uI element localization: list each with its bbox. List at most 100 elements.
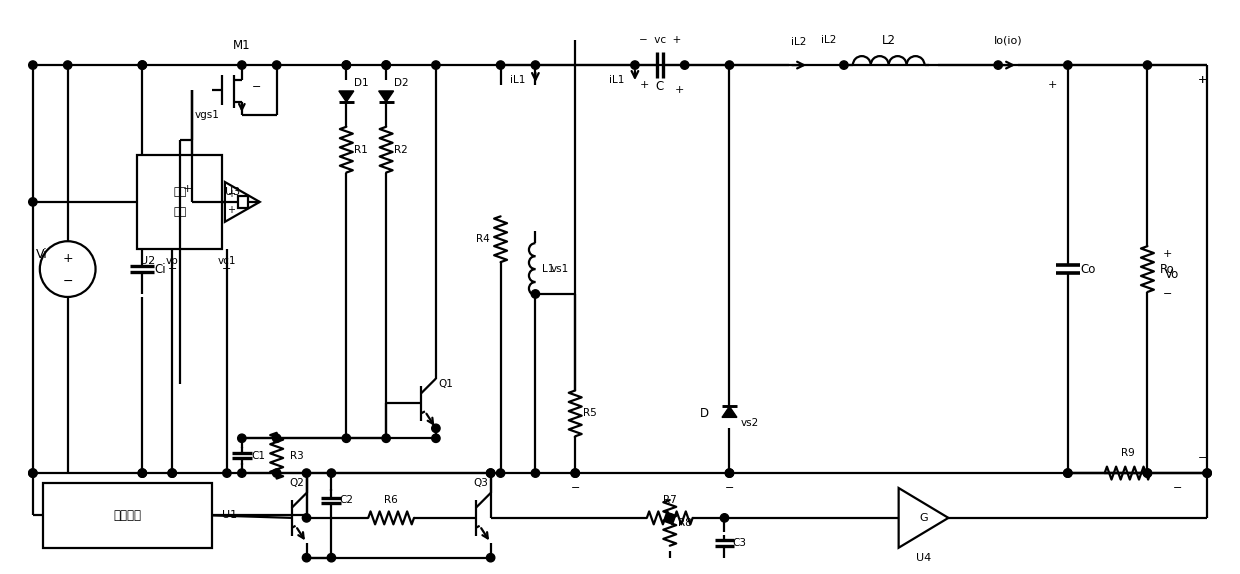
Text: R6: R6: [384, 495, 398, 505]
Circle shape: [839, 61, 848, 69]
Text: R2: R2: [394, 145, 408, 154]
Circle shape: [486, 553, 495, 562]
Circle shape: [327, 553, 336, 562]
Text: −: −: [252, 82, 262, 92]
Text: vs2: vs2: [740, 418, 759, 428]
Text: vgs1: vgs1: [195, 110, 219, 120]
Circle shape: [725, 469, 734, 477]
Circle shape: [631, 61, 639, 69]
Circle shape: [531, 61, 539, 69]
Text: vs1: vs1: [551, 264, 569, 274]
Circle shape: [725, 469, 734, 477]
Text: U4: U4: [916, 553, 931, 563]
Text: R9: R9: [1121, 448, 1135, 458]
Circle shape: [223, 469, 231, 477]
Text: −: −: [222, 264, 232, 274]
Circle shape: [432, 424, 440, 432]
Text: Co: Co: [1080, 262, 1095, 276]
Circle shape: [681, 61, 689, 69]
Circle shape: [1203, 469, 1211, 477]
Text: M1: M1: [233, 38, 250, 52]
Circle shape: [1203, 469, 1211, 477]
Circle shape: [327, 469, 336, 477]
Circle shape: [1064, 61, 1073, 69]
Text: +: +: [1163, 249, 1172, 259]
Text: −: −: [570, 483, 580, 493]
Text: 电路: 电路: [174, 207, 186, 217]
Circle shape: [572, 469, 579, 477]
Text: D2: D2: [394, 78, 408, 88]
Circle shape: [342, 61, 351, 69]
Text: iL2: iL2: [821, 35, 837, 45]
Circle shape: [1143, 469, 1152, 477]
Text: Vi: Vi: [36, 247, 48, 261]
Circle shape: [382, 434, 391, 443]
Text: C3: C3: [733, 538, 746, 548]
Circle shape: [1064, 469, 1073, 477]
Circle shape: [29, 469, 37, 477]
Circle shape: [342, 61, 351, 69]
Polygon shape: [339, 91, 353, 102]
Text: R1: R1: [355, 145, 368, 154]
Text: C2: C2: [340, 495, 353, 506]
Text: Io(io): Io(io): [993, 35, 1023, 45]
Text: Ro: Ro: [1159, 262, 1174, 276]
Text: U3: U3: [224, 187, 241, 197]
Text: C1: C1: [252, 451, 265, 461]
Text: vc1: vc1: [218, 256, 236, 266]
Text: Q2: Q2: [289, 478, 304, 488]
Circle shape: [666, 514, 673, 522]
Text: R8: R8: [678, 518, 692, 528]
Text: R7: R7: [663, 495, 677, 505]
Text: 驱动: 驱动: [174, 187, 186, 197]
Text: −: −: [725, 483, 734, 493]
Circle shape: [1143, 61, 1152, 69]
Circle shape: [496, 469, 505, 477]
Text: Vo: Vo: [1166, 267, 1179, 281]
Circle shape: [486, 469, 495, 477]
Text: +: +: [1198, 75, 1207, 85]
Circle shape: [138, 469, 146, 477]
Text: iL1: iL1: [510, 75, 526, 85]
Text: −: −: [1163, 289, 1172, 299]
Text: +: +: [227, 189, 234, 199]
Circle shape: [382, 61, 391, 69]
Text: +: +: [640, 80, 650, 90]
Circle shape: [63, 61, 72, 69]
Circle shape: [303, 469, 311, 477]
Circle shape: [138, 61, 146, 69]
Text: +: +: [675, 85, 684, 95]
Polygon shape: [722, 406, 737, 417]
Circle shape: [303, 553, 311, 562]
Circle shape: [29, 197, 37, 206]
Circle shape: [238, 434, 246, 443]
Text: L1: L1: [542, 264, 554, 274]
Text: C: C: [656, 80, 663, 94]
Text: Q1: Q1: [439, 378, 454, 389]
Circle shape: [273, 469, 280, 477]
Text: Ci: Ci: [155, 262, 166, 276]
Circle shape: [725, 61, 734, 69]
Text: D1: D1: [353, 78, 368, 88]
Text: R5: R5: [583, 408, 596, 418]
Circle shape: [29, 61, 37, 69]
Circle shape: [531, 290, 539, 298]
Circle shape: [432, 434, 440, 443]
Circle shape: [496, 61, 505, 69]
Text: +: +: [62, 251, 73, 265]
Text: −  vc  +: − vc +: [639, 35, 681, 45]
Circle shape: [273, 434, 280, 443]
Text: −: −: [1198, 453, 1207, 463]
Text: −: −: [167, 264, 177, 274]
Circle shape: [432, 61, 440, 69]
Text: +: +: [227, 205, 234, 215]
Text: +: +: [1198, 75, 1207, 85]
Circle shape: [720, 514, 729, 522]
Text: iL1: iL1: [609, 75, 625, 85]
Circle shape: [342, 434, 351, 443]
Text: +: +: [182, 184, 192, 195]
FancyBboxPatch shape: [138, 154, 222, 249]
Circle shape: [994, 61, 1002, 69]
Circle shape: [138, 61, 146, 69]
Text: D: D: [701, 407, 709, 420]
